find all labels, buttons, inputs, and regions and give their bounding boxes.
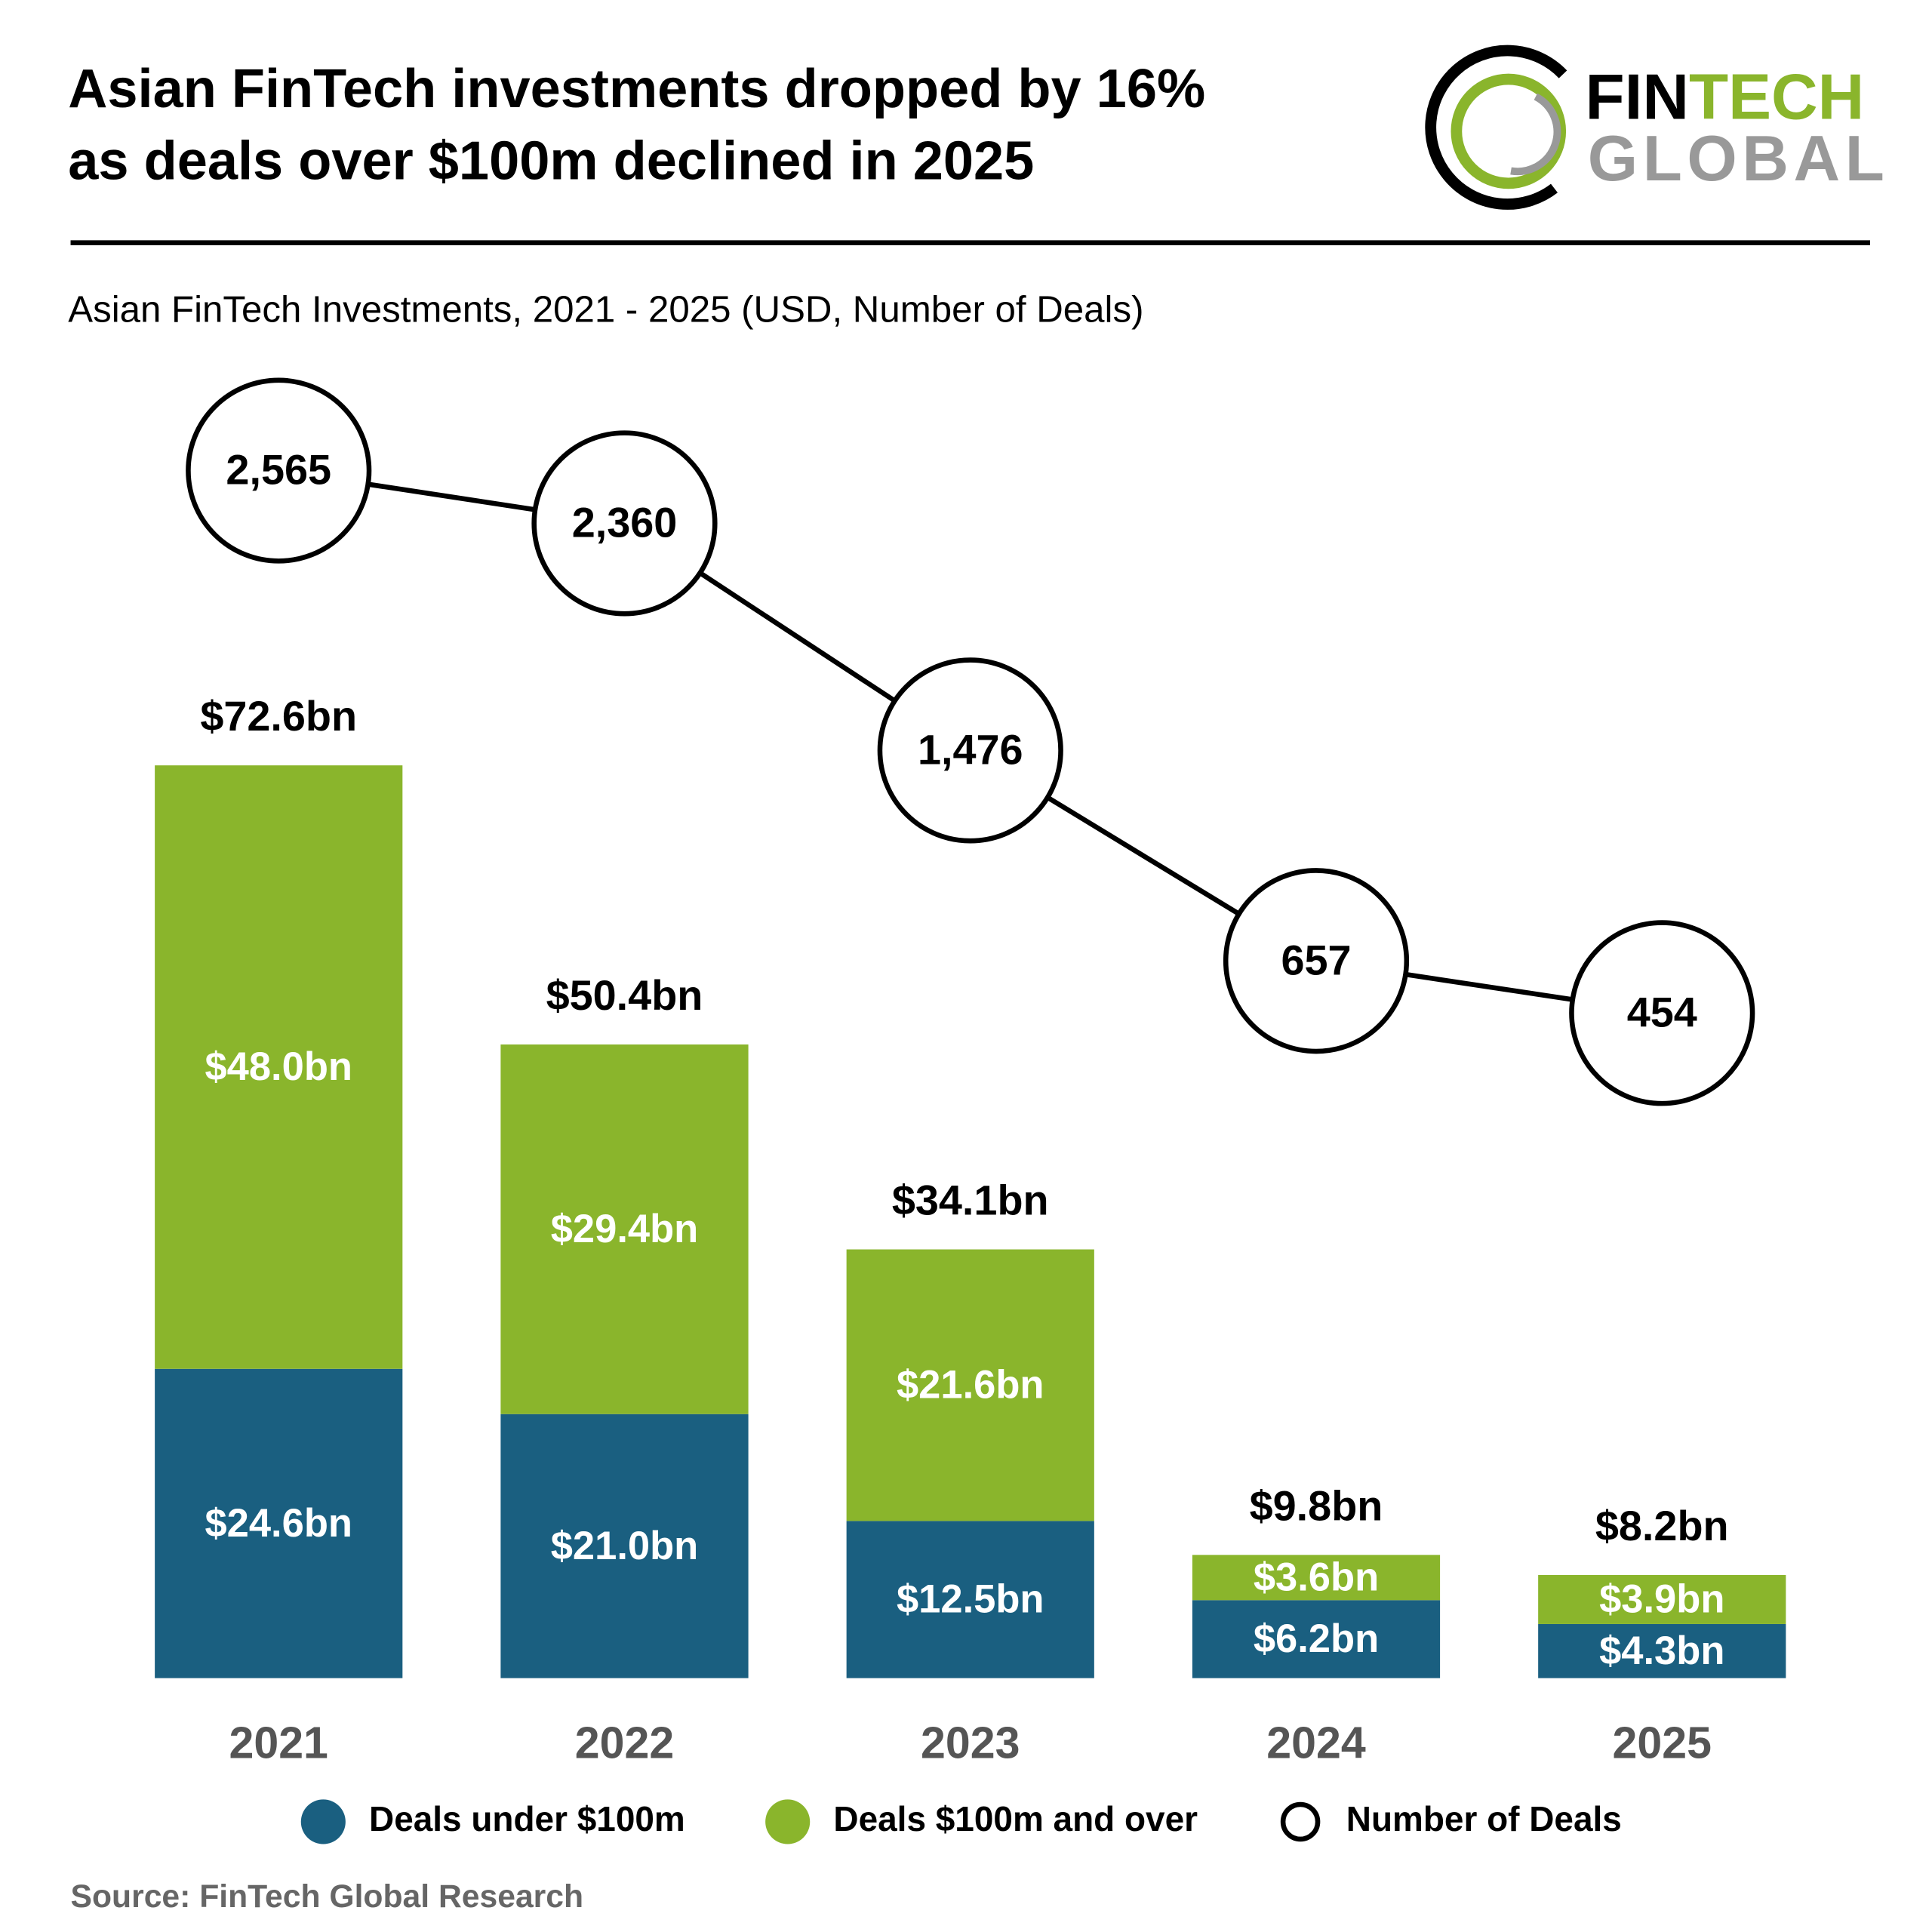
bar xyxy=(846,1249,1094,1521)
data-label: $12.5bn xyxy=(897,1577,1044,1622)
bar xyxy=(1192,1600,1441,1678)
total-label: $50.4bn xyxy=(546,971,703,1019)
legend-marker xyxy=(300,1799,346,1844)
total-label: $72.6bn xyxy=(200,692,357,740)
data-label: 454 xyxy=(1627,988,1697,1035)
total-label: $8.2bn xyxy=(1595,1502,1729,1549)
bar xyxy=(1192,1555,1441,1601)
logo-ring xyxy=(1451,73,1567,189)
point xyxy=(1223,868,1410,1054)
x-tick-label: 2023 xyxy=(921,1718,1020,1767)
data-label: $3.9bn xyxy=(1599,1577,1724,1622)
bar xyxy=(155,1368,403,1678)
bar xyxy=(500,1044,749,1414)
data-label: 1,476 xyxy=(918,725,1023,773)
point xyxy=(531,430,718,617)
point xyxy=(1569,920,1755,1106)
legend-marker xyxy=(765,1799,811,1844)
data-label: $48.0bn xyxy=(205,1044,352,1089)
bar xyxy=(1538,1574,1786,1624)
bar xyxy=(500,1414,749,1678)
data-label: $21.6bn xyxy=(897,1363,1044,1407)
bar xyxy=(1538,1623,1786,1678)
logo-ring xyxy=(1425,45,1567,210)
data-label: 2,360 xyxy=(572,498,678,546)
data-label: 2,565 xyxy=(226,446,331,494)
x-tick-label: 2021 xyxy=(229,1718,328,1767)
bar xyxy=(846,1521,1094,1678)
data-label: $21.0bn xyxy=(551,1524,699,1568)
data-label: $6.2bn xyxy=(1254,1617,1379,1661)
logo-ring xyxy=(1510,93,1561,176)
point xyxy=(186,377,372,564)
data-label: $29.4bn xyxy=(551,1207,699,1251)
subtitle: Asian FinTech Investments, 2021 - 2025 (… xyxy=(68,289,1143,331)
logo-text: FINTECH xyxy=(1586,61,1865,133)
logo: FINTECH GLOBAL xyxy=(1425,45,1890,210)
logo-text: GLOBAL xyxy=(1588,123,1890,195)
legend-label: Deals under $100m xyxy=(369,1799,685,1838)
point xyxy=(877,657,1063,844)
chart-title: Asian FinTech investments dropped by 16% xyxy=(68,59,1205,119)
data-label: $3.6bn xyxy=(1254,1555,1379,1599)
total-label: $34.1bn xyxy=(892,1177,1049,1224)
data-label: $4.3bn xyxy=(1599,1629,1724,1673)
logo-text: TECH xyxy=(1689,61,1864,133)
legend-marker xyxy=(1280,1801,1321,1842)
x-tick-label: 2024 xyxy=(1266,1718,1366,1767)
x-tick-label: 2022 xyxy=(575,1718,674,1767)
legend-label: Deals $100m and over xyxy=(833,1799,1198,1838)
bar xyxy=(155,765,403,1369)
source: Source: FinTech Global Research xyxy=(71,1878,584,1915)
legend-label: Number of Deals xyxy=(1346,1799,1622,1838)
x-tick-label: 2025 xyxy=(1613,1718,1712,1767)
data-label: $24.6bn xyxy=(205,1501,352,1546)
chart-title: as deals over $100m declined in 2025 xyxy=(68,131,1034,191)
logo-text: FIN xyxy=(1586,61,1689,133)
data-label: 657 xyxy=(1281,936,1351,983)
total-label: $9.8bn xyxy=(1250,1481,1383,1529)
